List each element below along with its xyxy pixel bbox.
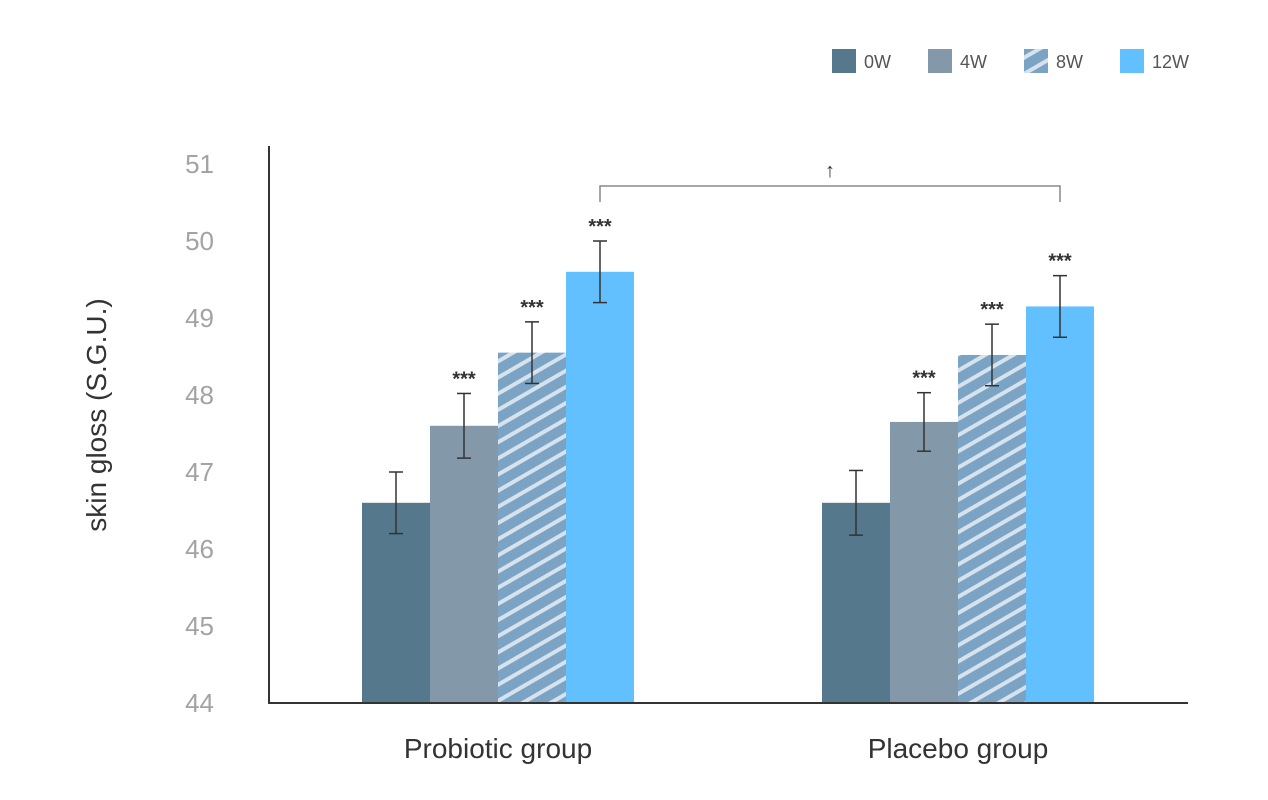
significance-marker: *** [980,299,1004,321]
y-tick-label: 46 [185,534,214,564]
significance-marker: *** [912,368,936,390]
significance-marker: *** [1048,251,1072,273]
bar [890,421,958,703]
bar [430,425,498,703]
bar [958,354,1026,703]
legend-swatch [928,49,952,73]
category-label-probiotic: Probiotic group [404,733,592,764]
bar-group [362,271,1094,703]
y-tick-label: 48 [185,380,214,410]
y-axis-label: skin gloss (S.G.U.) [81,298,112,531]
error-bar-group [389,240,1067,536]
significance-markers: *** *** *** *** *** *** [452,216,1072,390]
y-tick-label: 50 [185,226,214,256]
y-tick-labels: 44 45 46 47 48 49 50 51 [185,149,214,718]
legend-label: 0W [864,52,891,72]
bracket-label: ↑ [825,160,835,182]
y-tick-label: 51 [185,149,214,179]
comparison-bracket: ↑ [599,160,1061,202]
y-tick-label: 45 [185,611,214,641]
legend-swatch [1120,49,1144,73]
legend-label: 4W [960,52,987,72]
bracket-line [599,185,1061,202]
significance-marker: *** [520,297,544,319]
y-tick-label: 49 [185,303,214,333]
legend-label: 12W [1152,52,1189,72]
legend: 0W 4W 8W 12W [832,49,1189,73]
bar [566,271,634,703]
legend-label: 8W [1056,52,1083,72]
bar [1026,306,1094,703]
category-label-placebo: Placebo group [868,733,1049,764]
y-tick-label: 44 [185,688,214,718]
bar [362,502,430,703]
y-tick-label: 47 [185,457,214,487]
bar [822,502,890,703]
legend-swatch [1024,49,1048,73]
significance-marker: *** [588,216,612,238]
significance-marker: *** [452,368,476,390]
legend-swatch [832,49,856,73]
bar [498,352,566,703]
